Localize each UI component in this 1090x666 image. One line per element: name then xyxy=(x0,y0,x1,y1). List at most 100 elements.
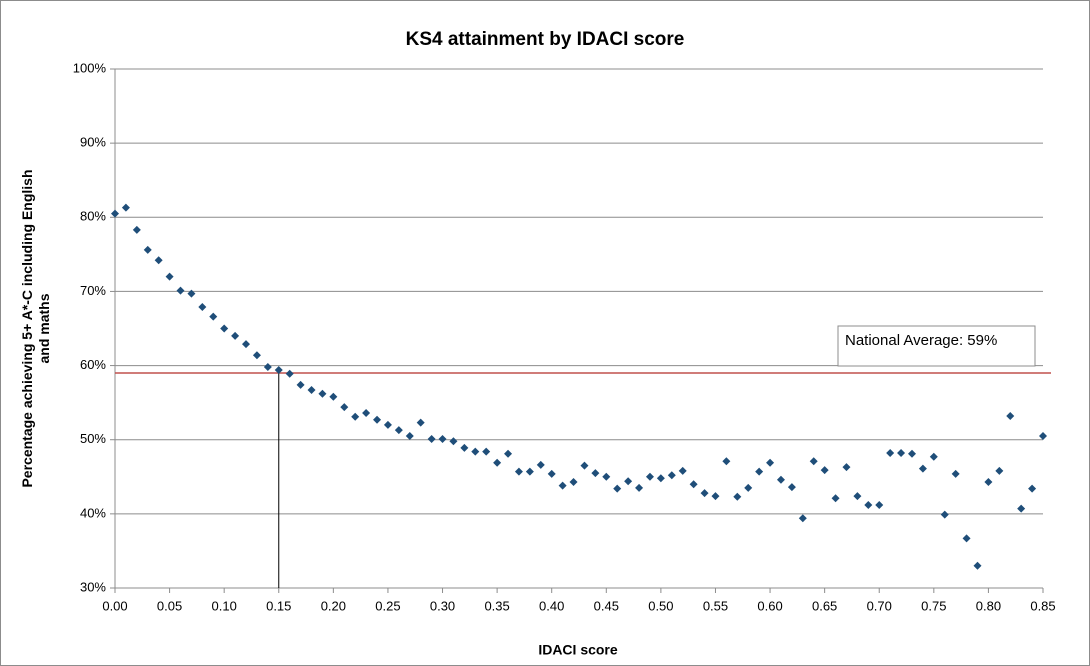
data-point xyxy=(143,245,152,254)
data-point xyxy=(853,492,862,501)
data-point xyxy=(635,483,644,492)
data-point xyxy=(438,434,447,443)
data-point xyxy=(700,489,709,498)
data-point xyxy=(766,458,775,467)
data-point xyxy=(809,457,818,466)
data-point xyxy=(504,449,513,458)
data-point xyxy=(187,289,196,298)
x-tick-label: 0.70 xyxy=(867,598,892,613)
x-tick-label: 0.75 xyxy=(921,598,946,613)
data-point xyxy=(176,286,185,295)
data-point xyxy=(318,389,327,398)
x-tick-label: 0.35 xyxy=(484,598,509,613)
x-tick-label: 0.00 xyxy=(102,598,127,613)
data-point xyxy=(285,369,294,378)
data-point xyxy=(471,447,480,456)
x-tick-label: 0.15 xyxy=(266,598,291,613)
data-point xyxy=(776,475,785,484)
data-point xyxy=(886,449,895,458)
x-tick-label: 0.20 xyxy=(321,598,346,613)
data-point xyxy=(645,472,654,481)
data-point xyxy=(154,256,163,265)
data-point xyxy=(329,392,338,401)
data-point xyxy=(405,432,414,441)
y-tick-label: 30% xyxy=(80,579,106,594)
y-tick-label: 100% xyxy=(73,60,107,75)
data-point xyxy=(864,500,873,509)
x-axis-label: IDACI score xyxy=(538,642,618,658)
data-point xyxy=(416,418,425,427)
data-point xyxy=(973,561,982,570)
data-point xyxy=(1039,432,1047,441)
data-point xyxy=(362,409,371,418)
x-tick-label: 0.05 xyxy=(157,598,182,613)
data-point xyxy=(252,351,261,360)
data-point xyxy=(449,437,458,446)
data-point xyxy=(220,324,229,333)
data-point xyxy=(1028,484,1037,493)
data-point xyxy=(209,312,218,321)
data-point xyxy=(493,458,502,467)
data-point xyxy=(678,466,687,475)
data-point xyxy=(787,483,796,492)
data-point xyxy=(962,534,971,543)
data-point xyxy=(514,467,523,476)
data-point xyxy=(798,514,807,523)
data-point xyxy=(744,483,753,492)
data-point xyxy=(984,477,993,486)
data-point xyxy=(940,510,949,519)
data-point xyxy=(689,480,698,489)
data-point xyxy=(307,386,316,395)
data-point xyxy=(482,447,491,456)
data-point xyxy=(263,363,272,372)
data-point xyxy=(525,467,534,476)
data-point xyxy=(460,443,469,452)
data-point xyxy=(755,467,764,476)
data-point xyxy=(132,225,141,234)
data-point xyxy=(547,469,556,478)
data-point xyxy=(995,466,1004,475)
y-tick-label: 50% xyxy=(80,431,106,446)
y-tick-label: 70% xyxy=(80,283,106,298)
data-point xyxy=(722,457,731,466)
data-point xyxy=(951,469,960,478)
data-point xyxy=(351,412,360,421)
x-tick-label: 0.10 xyxy=(212,598,237,613)
annotation: National Average: 59% xyxy=(845,332,997,349)
x-tick-label: 0.40 xyxy=(539,598,564,613)
data-point xyxy=(842,463,851,472)
y-tick-label: 60% xyxy=(80,357,106,372)
data-point xyxy=(1017,504,1026,513)
data-point xyxy=(383,420,392,429)
x-tick-label: 0.55 xyxy=(703,598,728,613)
x-tick-label: 0.80 xyxy=(976,598,1001,613)
data-point xyxy=(427,434,436,443)
data-point xyxy=(918,464,927,473)
data-point xyxy=(242,340,251,349)
data-point xyxy=(231,331,240,340)
x-tick-label: 0.50 xyxy=(648,598,673,613)
data-point xyxy=(907,449,916,458)
data-point xyxy=(580,461,589,470)
data-point xyxy=(569,477,578,486)
data-point xyxy=(831,494,840,503)
annotation-box xyxy=(837,325,1036,367)
data-point xyxy=(624,477,633,486)
y-axis-label: Percentage achieving 5+ A*-C including E… xyxy=(19,169,52,487)
data-point xyxy=(198,302,207,311)
y-tick-label: 90% xyxy=(80,135,106,150)
x-tick-label: 0.60 xyxy=(757,598,782,613)
data-point xyxy=(820,466,829,475)
x-tick-label: 0.25 xyxy=(375,598,400,613)
data-point xyxy=(121,203,130,212)
data-point xyxy=(667,471,676,480)
data-point xyxy=(929,452,938,461)
x-tick-label: 0.45 xyxy=(594,598,619,613)
data-point xyxy=(394,426,403,435)
data-point xyxy=(656,474,665,483)
data-point xyxy=(602,472,611,481)
x-tick-label: 0.85 xyxy=(1030,598,1055,613)
data-point xyxy=(558,481,567,490)
data-point xyxy=(733,492,742,501)
